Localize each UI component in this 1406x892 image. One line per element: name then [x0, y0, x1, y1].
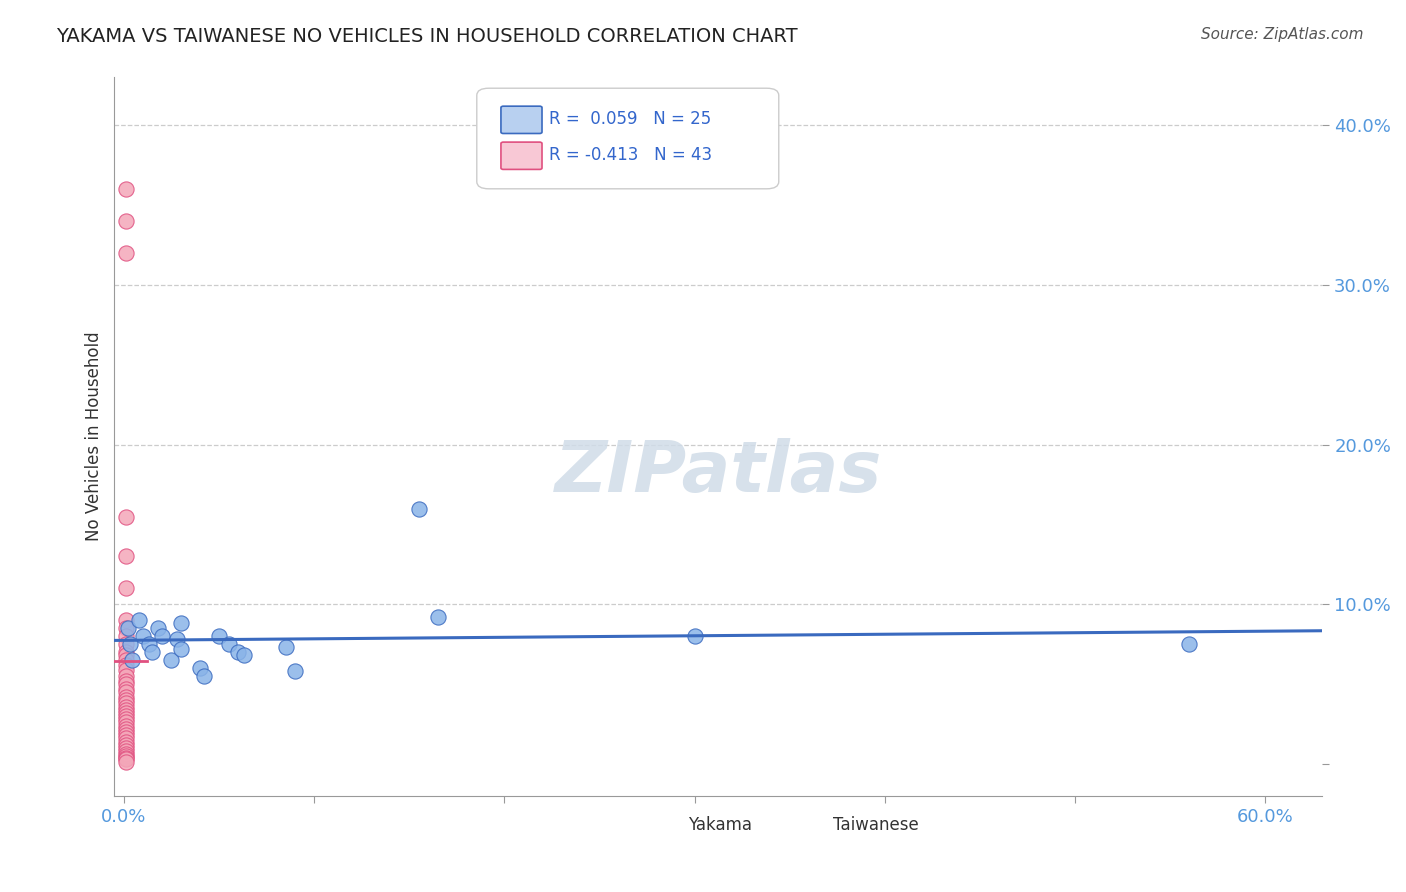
Text: Yakama: Yakama: [688, 815, 752, 834]
Point: [114, 719, 136, 733]
Point: [114, 673, 136, 688]
Point: [114, 731, 136, 746]
Text: YAKAMA VS TAIWANESE NO VEHICLES IN HOUSEHOLD CORRELATION CHART: YAKAMA VS TAIWANESE NO VEHICLES IN HOUSE…: [56, 27, 797, 45]
Point: [114, 709, 136, 723]
Point: [274, 640, 297, 655]
Point: [114, 706, 136, 720]
Point: [114, 699, 136, 714]
Point: [114, 749, 136, 764]
Point: [114, 715, 136, 730]
Point: [114, 621, 136, 635]
Point: [114, 549, 136, 564]
Point: [114, 690, 136, 704]
Point: [193, 669, 215, 683]
Point: [114, 214, 136, 228]
Point: [232, 648, 254, 663]
Point: [114, 669, 136, 683]
Point: [114, 645, 136, 659]
Point: [114, 696, 136, 710]
Point: [170, 616, 193, 631]
Point: [150, 629, 173, 643]
Point: [141, 645, 163, 659]
Point: [114, 648, 136, 663]
Point: [284, 665, 307, 679]
FancyBboxPatch shape: [501, 142, 541, 169]
Text: ZIPatlas: ZIPatlas: [555, 438, 882, 508]
FancyBboxPatch shape: [501, 106, 541, 134]
Point: [114, 747, 136, 762]
FancyBboxPatch shape: [644, 809, 679, 840]
Point: [426, 610, 449, 624]
Text: Source: ZipAtlas.com: Source: ZipAtlas.com: [1201, 27, 1364, 42]
Point: [114, 728, 136, 742]
Point: [1178, 637, 1201, 651]
Point: [114, 756, 136, 770]
Text: R =  0.059   N = 25: R = 0.059 N = 25: [550, 110, 711, 128]
Point: [114, 693, 136, 707]
Point: [118, 637, 141, 651]
FancyBboxPatch shape: [789, 809, 824, 840]
Point: [114, 744, 136, 758]
Point: [114, 722, 136, 736]
Text: Taiwanese: Taiwanese: [834, 815, 920, 834]
Point: [114, 712, 136, 726]
Point: [114, 685, 136, 699]
Point: [170, 642, 193, 657]
Point: [114, 750, 136, 764]
Point: [138, 637, 160, 651]
Point: [114, 738, 136, 752]
Point: [408, 501, 430, 516]
Point: [146, 621, 169, 635]
Point: [114, 246, 136, 260]
Point: [218, 637, 240, 651]
Point: [117, 621, 139, 635]
Point: [114, 658, 136, 673]
Point: [114, 734, 136, 748]
Point: [114, 703, 136, 717]
Point: [114, 663, 136, 677]
Point: [114, 677, 136, 691]
Point: [114, 182, 136, 196]
Point: [683, 629, 706, 643]
Text: R = -0.413   N = 43: R = -0.413 N = 43: [550, 146, 713, 164]
Point: [188, 661, 211, 675]
Point: [114, 613, 136, 627]
Point: [114, 681, 136, 696]
Point: [114, 509, 136, 524]
Point: [160, 653, 183, 667]
Point: [208, 629, 231, 643]
Point: [114, 637, 136, 651]
Point: [114, 629, 136, 643]
Point: [226, 645, 249, 659]
Point: [114, 653, 136, 667]
Point: [128, 613, 150, 627]
Point: [114, 752, 136, 766]
Point: [166, 632, 188, 647]
Point: [114, 725, 136, 739]
Point: [114, 582, 136, 596]
FancyBboxPatch shape: [477, 88, 779, 189]
Point: [121, 653, 143, 667]
Point: [114, 741, 136, 756]
Point: [132, 629, 155, 643]
Y-axis label: No Vehicles in Household: No Vehicles in Household: [86, 332, 103, 541]
